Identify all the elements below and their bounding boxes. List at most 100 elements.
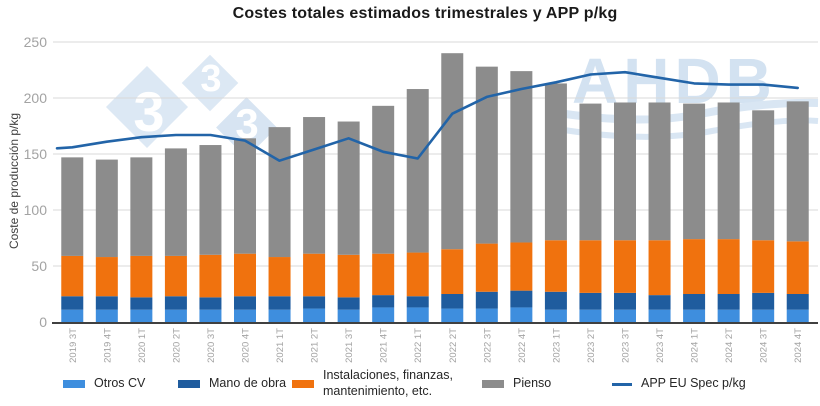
x-tick-label: 2021 3T <box>344 328 355 363</box>
bar-segment-mano-de-obra <box>372 295 395 308</box>
legend-item-otros-cv: Otros CV <box>63 366 145 402</box>
bar-segment-instalaciones <box>95 257 118 297</box>
legend-label-otros-cv: Otros CV <box>94 376 146 391</box>
bar-segment-otros-cv <box>234 309 256 322</box>
bar-segment-mano-de-obra <box>130 297 153 310</box>
bar-segment-instalaciones <box>164 255 187 297</box>
bar-segment-otros-cv <box>441 308 464 322</box>
bar-segment-pienso <box>441 53 464 250</box>
x-tick-label: 2020 4T <box>241 328 252 363</box>
bar-segment-mano-de-obra <box>752 292 775 310</box>
bar-segment-instalaciones <box>544 240 567 292</box>
bar-segment-instalaciones <box>130 255 153 298</box>
x-tick-label: 2021 2T <box>310 328 321 363</box>
bar-segment-otros-cv <box>544 309 567 322</box>
x-tick-label: 2019 4T <box>102 328 113 363</box>
bar-segment-otros-cv <box>61 309 84 322</box>
x-tick-label: 2020 3T <box>206 328 217 363</box>
x-tick-label: 2022 4T <box>517 328 528 363</box>
bar-segment-pienso <box>199 145 222 255</box>
x-tick-label: 2022 2T <box>448 328 459 363</box>
chart-title: Costes totales estimados trimestrales y … <box>232 5 618 22</box>
bar-segment-pienso <box>130 157 153 256</box>
bar-segment-otros-cv <box>648 309 671 322</box>
bar-segment-otros-cv <box>164 309 187 322</box>
bar-segment-instalaciones <box>441 249 464 294</box>
bar-segment-pienso <box>544 83 567 241</box>
x-tick-label: 2021 1T <box>275 328 286 363</box>
bar-segment-mano-de-obra <box>441 294 464 309</box>
bar-segment-otros-cv <box>614 309 636 322</box>
bar-segment-instalaciones <box>717 239 740 294</box>
y-tick-label: 250 <box>24 34 48 50</box>
y-tick-label: 50 <box>31 258 47 274</box>
bar-segment-otros-cv <box>510 307 533 322</box>
legend-swatch-pienso <box>482 380 504 388</box>
legend-swatch-otros-cv <box>63 380 85 388</box>
y-tick-label: 100 <box>24 202 48 218</box>
x-tick-label: 2023 2T <box>586 328 597 363</box>
legend-label-mano-de-obra: Mano de obra <box>209 376 287 391</box>
bar-segment-instalaciones <box>199 254 222 298</box>
bar-segment-instalaciones <box>303 253 326 297</box>
bar-segment-mano-de-obra <box>61 296 84 310</box>
bar-segment-mano-de-obra <box>614 292 636 310</box>
legend-line-swatch <box>612 382 632 386</box>
bar-segment-instalaciones <box>752 240 775 293</box>
x-tick-label: 2021 4T <box>379 328 390 363</box>
bar-segment-pienso <box>337 121 360 255</box>
app-line <box>55 70 800 162</box>
x-tick-label: 2023 4T <box>655 328 666 363</box>
bar-segment-mano-de-obra <box>786 294 809 310</box>
bar-segment-pienso <box>234 138 256 254</box>
bar-segment-pienso <box>717 102 740 240</box>
watermark-digit: 3 <box>200 57 222 100</box>
legend-label-instalaciones: Instalaciones, finanzas, mantenimiento, … <box>323 368 453 398</box>
legend-item-mano-de-obra: Mano de obra <box>178 366 286 402</box>
legend: Otros CV Mano de obra Instalaciones, fin… <box>0 366 820 406</box>
x-tick-label: 2019 3T <box>68 328 79 363</box>
bar-segment-pienso <box>683 103 706 240</box>
bar-segment-mano-de-obra <box>648 295 671 310</box>
x-tick-label: 2020 2T <box>171 328 182 363</box>
bar-segment-pienso <box>510 71 533 243</box>
bar-segment-instalaciones <box>268 257 291 297</box>
bar-segment-otros-cv <box>303 308 326 322</box>
bar-segment-instalaciones <box>648 240 671 296</box>
legend-label-app-line: APP EU Spec p/kg <box>641 376 746 391</box>
bar-segment-mano-de-obra <box>268 296 291 310</box>
bar-segment-instalaciones <box>475 243 498 292</box>
legend-swatch-mano-de-obra <box>178 380 200 388</box>
bar-segment-otros-cv <box>752 309 775 322</box>
bar-segment-instalaciones <box>614 240 636 293</box>
bar-segment-pienso <box>475 66 498 244</box>
bar-segment-otros-cv <box>337 309 360 322</box>
legend-swatch-instalaciones <box>292 380 314 388</box>
bar-segment-instalaciones <box>337 254 360 298</box>
bar-segment-otros-cv <box>717 309 740 322</box>
bar-segment-pienso <box>372 105 395 254</box>
bar-segment-instalaciones <box>372 253 395 296</box>
watermark-digit: 3 <box>235 100 259 148</box>
bar-segment-mano-de-obra <box>475 291 498 309</box>
legend-label-pienso: Pienso <box>513 376 552 391</box>
bar-segment-pienso <box>164 148 187 256</box>
bar-segment-otros-cv <box>475 308 498 322</box>
legend-item-app-line: APP EU Spec p/kg <box>612 366 746 402</box>
bar-segment-pienso <box>579 103 602 241</box>
bar-segment-pienso <box>614 102 636 241</box>
watermark-digit: 3 <box>133 79 165 143</box>
bar-segment-pienso <box>95 159 118 258</box>
x-tick-label: 2023 3T <box>621 328 632 363</box>
bar-segment-otros-cv <box>268 309 291 322</box>
bar-segment-instalaciones <box>510 242 533 291</box>
bar-segment-otros-cv <box>786 309 809 322</box>
bar-segment-instalaciones <box>579 240 602 293</box>
bar-segment-mano-de-obra <box>199 297 222 310</box>
x-tick-label: 2020 1T <box>137 328 148 363</box>
bar-segment-mano-de-obra <box>717 294 740 310</box>
bar-segment-otros-cv <box>95 309 118 322</box>
x-tick-label: 2022 1T <box>413 328 424 363</box>
bar-segment-mano-de-obra <box>95 296 118 310</box>
